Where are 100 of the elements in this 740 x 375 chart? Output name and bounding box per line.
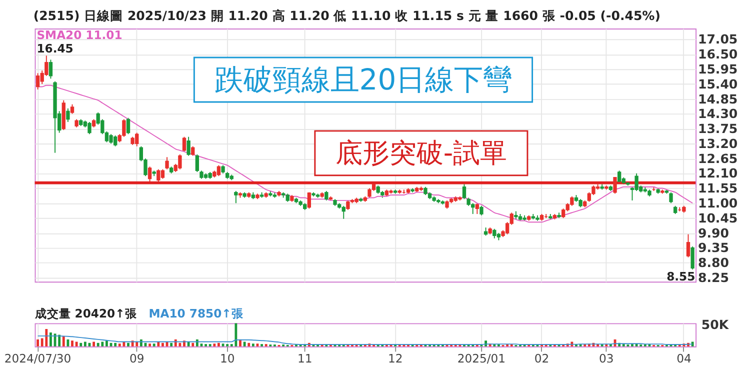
- candlestick: [475, 202, 480, 214]
- bar: [36, 339, 39, 346]
- bar: [106, 340, 108, 346]
- candlestick: [617, 170, 622, 184]
- x-tick-label: 03: [599, 351, 614, 366]
- candlestick: [160, 168, 165, 180]
- candlestick: [480, 205, 484, 216]
- candlestick: [686, 234, 690, 258]
- y-tick-label: 16.50: [698, 46, 738, 62]
- x-tick-label: 2025/01: [457, 351, 506, 366]
- candlestick: [66, 108, 70, 122]
- candlestick: [462, 184, 466, 200]
- bar: [252, 344, 254, 346]
- bar: [196, 339, 198, 346]
- bar: [84, 342, 86, 346]
- annotation: 16.45: [36, 42, 74, 56]
- bar: [131, 340, 134, 346]
- bar: [96, 342, 100, 346]
- bar: [122, 342, 126, 346]
- annotation: 8.55: [666, 270, 696, 284]
- x-tick-label: 09: [130, 351, 144, 366]
- bar: [162, 342, 164, 346]
- x-tick-label: 12: [388, 351, 403, 366]
- bar: [66, 339, 70, 346]
- y-tick-label: 12.65: [698, 150, 738, 166]
- bar: [50, 332, 52, 346]
- candlestick: [36, 72, 40, 90]
- y-tick-label: 8.25: [698, 270, 729, 285]
- y-tick-label: 13.75: [698, 121, 738, 136]
- candlestick: [669, 192, 673, 204]
- candlestick: [342, 205, 346, 220]
- candlestick: [182, 136, 186, 152]
- candlestick: [122, 118, 126, 138]
- candlestick: [234, 190, 238, 204]
- annotation: 底形突破-試單: [335, 138, 508, 169]
- y-tick-label: 9.35: [698, 240, 729, 256]
- y-tick-label: 8.80: [698, 255, 730, 270]
- bar: [62, 336, 65, 346]
- bar: [178, 342, 182, 346]
- x-tick-label: 2024/07/30: [4, 351, 72, 366]
- bar: [75, 342, 78, 346]
- annotation: 跌破頸線且20日線下彎: [214, 62, 512, 96]
- bar: [114, 342, 117, 346]
- y-tick-label: 14.30: [698, 106, 738, 122]
- bar: [213, 344, 216, 346]
- bar: [157, 342, 160, 346]
- candlestick: [156, 168, 160, 182]
- bar: [187, 342, 190, 346]
- candlestick: [346, 200, 350, 210]
- candlestick: [165, 156, 169, 170]
- y-tick-label: 14.85: [698, 91, 738, 106]
- y-tick-label: 15.40: [698, 76, 738, 92]
- candlestick: [368, 188, 372, 198]
- candlestick: [492, 228, 496, 239]
- y-tick-label: 10.45: [698, 210, 738, 226]
- candlestick: [690, 246, 694, 270]
- text: SMA20 11.01: [36, 28, 122, 42]
- bar: [691, 342, 694, 346]
- bar: [71, 340, 74, 346]
- series-label: MA10 7850↑張: [148, 306, 244, 320]
- y-tick-label: 12.10: [698, 166, 738, 181]
- x-tick-label: 02: [534, 351, 550, 366]
- bar: [170, 342, 173, 346]
- y-tick-label: 15.95: [698, 62, 738, 76]
- bar: [92, 342, 95, 346]
- bar: [183, 340, 186, 346]
- candlestick: [191, 146, 195, 156]
- bar: [118, 344, 121, 346]
- text: 50K: [701, 316, 730, 332]
- text: 成交量 20420↑張: [34, 306, 138, 320]
- candlestick: [324, 190, 328, 201]
- bar: [101, 342, 104, 346]
- x-tick-label: 04: [676, 351, 692, 366]
- candlestick: [307, 192, 312, 210]
- candlestick: [570, 196, 574, 206]
- candlestick: [186, 136, 190, 156]
- x-tick-label: 11: [297, 351, 312, 366]
- candlestick: [109, 134, 113, 144]
- y-tick-label: 17.05: [698, 32, 738, 47]
- bar: [243, 342, 246, 346]
- candlestick: [178, 154, 182, 170]
- y-tick-label: 13.20: [698, 136, 738, 151]
- candlestick: [113, 134, 118, 147]
- candlestick: [216, 164, 221, 177]
- candlestick: [195, 154, 200, 173]
- y-tick-label: 11.00: [698, 196, 738, 210]
- bar: [218, 342, 220, 346]
- bar: [234, 323, 238, 346]
- bar: [192, 342, 194, 346]
- bar: [248, 342, 250, 346]
- candlestick: [634, 172, 638, 192]
- bar: [152, 344, 156, 346]
- candlestick: [48, 59, 53, 80]
- bar: [148, 344, 151, 346]
- x-tick-label: 10: [220, 351, 235, 366]
- bar: [140, 339, 142, 346]
- chart-title: (2515) 日線圖 2025/10/23 開 11.20 高 11.20 低 11.10 收 11.15 s 元 量 1660 張 -0.05 (-0.45%): [33, 8, 660, 23]
- bar: [45, 328, 48, 346]
- candlestick: [561, 208, 566, 219]
- candlestick: [88, 121, 92, 135]
